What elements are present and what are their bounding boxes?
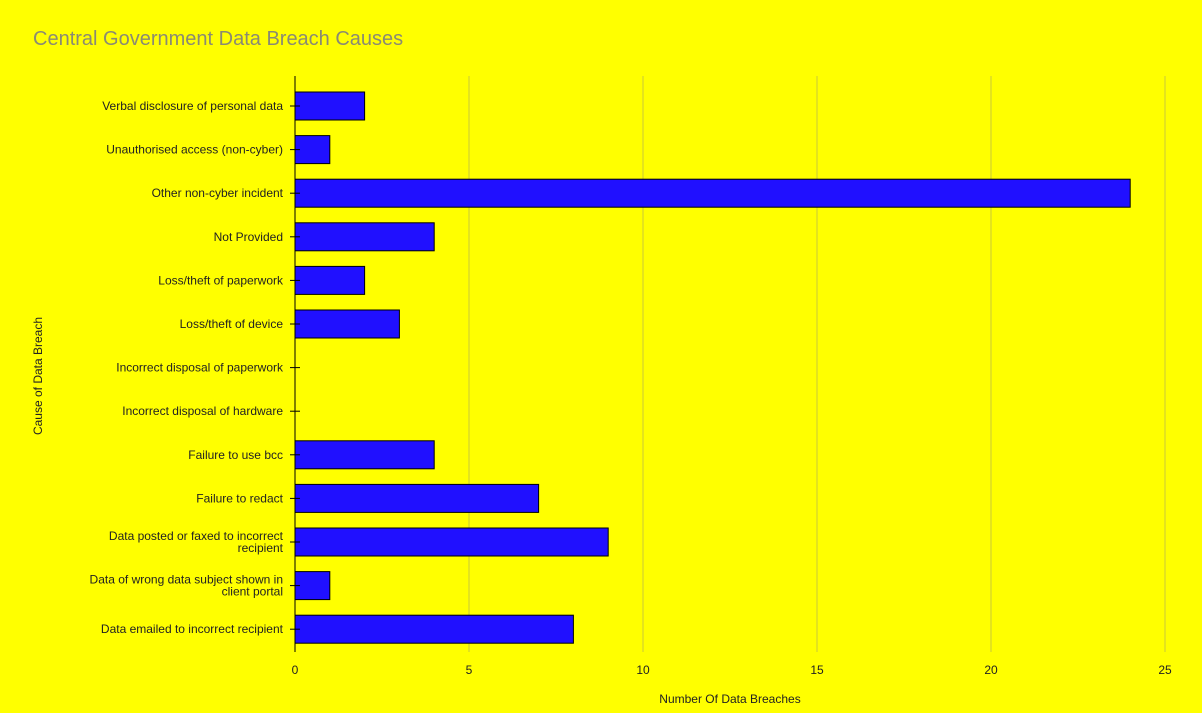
category-label: Other non-cyber incident bbox=[152, 186, 284, 200]
x-tick-label: 25 bbox=[1158, 663, 1172, 677]
bar bbox=[294, 614, 574, 644]
x-tick-label: 20 bbox=[984, 663, 998, 677]
bar bbox=[294, 309, 400, 339]
x-axis-title: Number Of Data Breaches bbox=[659, 692, 800, 706]
bar bbox=[294, 571, 331, 601]
category-label: Unauthorised access (non-cyber) bbox=[106, 143, 283, 157]
category-label: Loss/theft of device bbox=[180, 317, 284, 331]
bar bbox=[294, 265, 366, 295]
axes bbox=[290, 76, 300, 652]
bar bbox=[294, 483, 540, 513]
x-tick-label: 15 bbox=[810, 663, 824, 677]
category-label: Verbal disclosure of personal data bbox=[102, 99, 283, 113]
category-label: Incorrect disposal of hardware bbox=[122, 404, 283, 418]
x-tick-label: 5 bbox=[466, 663, 473, 677]
category-label: Data emailed to incorrect recipient bbox=[101, 622, 284, 636]
x-tick-label: 0 bbox=[292, 663, 299, 677]
category-label: Failure to redact bbox=[196, 491, 283, 505]
labels: 0 5 10 15 20 25 Verbal disclosure of personal … bbox=[90, 99, 1172, 677]
chart-title: Central Government Data Breach Causes bbox=[33, 28, 404, 50]
bar bbox=[294, 91, 366, 121]
category-label: Failure to use bcc bbox=[188, 448, 283, 462]
bars bbox=[294, 91, 1131, 644]
category-label: Data of wrong data subject shown in clien… bbox=[90, 573, 283, 599]
grid-lines bbox=[468, 76, 1166, 652]
category-label: Loss/theft of paperwork bbox=[158, 273, 284, 287]
y-axis-title: Cause of Data Breach bbox=[31, 317, 45, 435]
bar bbox=[294, 222, 435, 252]
category-label: Incorrect disposal of paperwork bbox=[116, 361, 284, 375]
bar bbox=[294, 178, 1131, 208]
category-label: Data posted or faxed to incorrect recipie… bbox=[109, 529, 284, 555]
bar bbox=[294, 440, 435, 470]
x-tick-label: 10 bbox=[636, 663, 650, 677]
bar bbox=[294, 527, 609, 557]
category-label: Not Provided bbox=[214, 230, 283, 244]
bar bbox=[294, 135, 331, 165]
